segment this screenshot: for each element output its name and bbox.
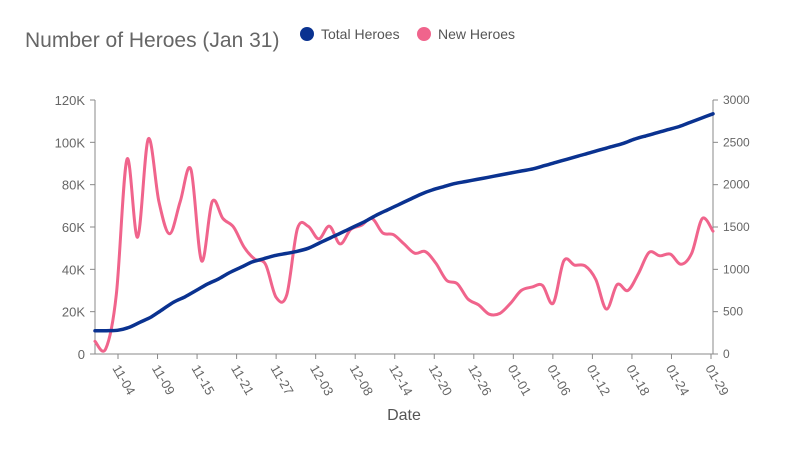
x-tick-label: 12-08 — [347, 362, 377, 398]
left-tick-label: 100K — [55, 135, 86, 150]
x-tick-label: 01-06 — [544, 362, 574, 398]
x-tick-label: 01-29 — [702, 362, 732, 398]
right-axis-ticks: 0 500 1000 1500 2000 2500 3000 — [713, 93, 750, 361]
left-axis-ticks: 0 20K 40K 60K 80K 100K 120K — [55, 93, 95, 362]
x-tick-label: 12-20 — [426, 362, 456, 398]
left-tick-label: 20K — [62, 305, 85, 320]
left-tick-label: 0 — [78, 347, 85, 362]
right-tick-label: 1500 — [723, 220, 750, 234]
left-tick-label: 120K — [55, 93, 86, 108]
right-tick-label: 2000 — [723, 178, 750, 192]
right-tick-label: 500 — [723, 305, 743, 319]
x-tick-label: 12-26 — [465, 362, 495, 398]
x-axis-ticks: 11-04 11-09 11-15 11-21 11-27 12-03 12-08 12-14… — [109, 354, 732, 398]
legend-label-total-heroes: Total Heroes — [321, 26, 400, 42]
left-tick-label: 80K — [62, 178, 85, 193]
legend-marker-new-heroes — [417, 27, 431, 41]
right-tick-label: 2500 — [723, 135, 750, 149]
x-tick-label: 11-09 — [149, 362, 178, 397]
axes — [94, 100, 714, 355]
series-line-total-heroes — [93, 112, 715, 333]
x-tick-label: 11-27 — [268, 362, 297, 397]
x-tick-label: 11-04 — [109, 362, 138, 397]
legend: Total Heroes New Heroes — [300, 26, 515, 42]
right-tick-label: 1000 — [723, 262, 750, 276]
x-tick-label: 12-03 — [307, 362, 337, 398]
x-tick-label: 01-18 — [623, 362, 653, 398]
series-line-new-heroes — [93, 137, 715, 353]
legend-label-new-heroes: New Heroes — [438, 26, 515, 42]
x-axis-label: Date — [387, 407, 421, 424]
right-tick-label: 0 — [723, 347, 730, 361]
left-tick-label: 60K — [62, 220, 85, 235]
x-tick-label: 01-12 — [584, 362, 614, 398]
chart-title: Number of Heroes (Jan 31) — [25, 29, 279, 52]
left-tick-label: 40K — [62, 262, 85, 277]
legend-marker-total-heroes — [300, 27, 314, 41]
right-tick-label: 3000 — [723, 93, 750, 107]
x-tick-label: 01-01 — [505, 362, 535, 398]
x-tick-label: 01-24 — [663, 362, 693, 398]
x-tick-label: 11-15 — [188, 362, 217, 397]
x-tick-label: 12-14 — [386, 362, 416, 398]
x-tick-label: 11-21 — [228, 362, 257, 397]
